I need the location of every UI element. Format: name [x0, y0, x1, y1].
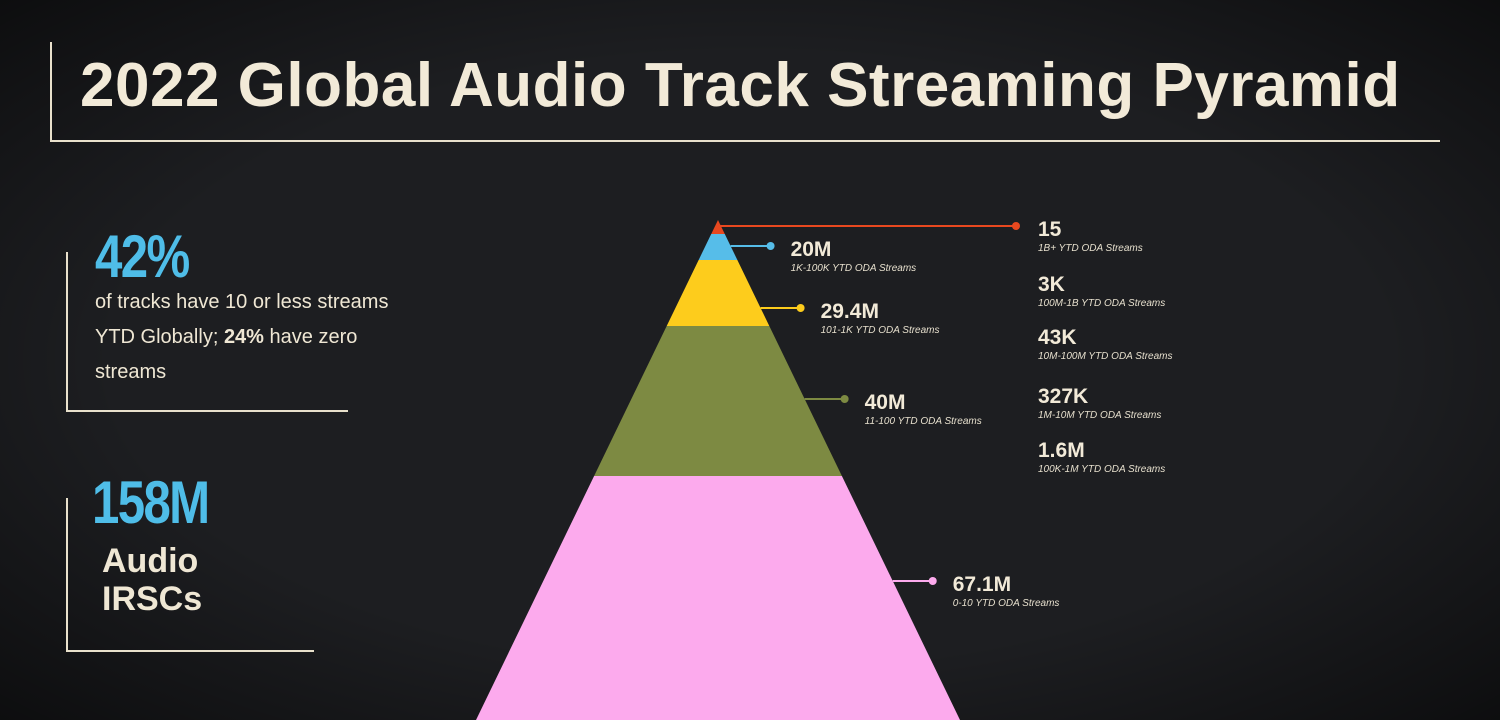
- tier-label-1: 100M-1B YTD ODA Streams: [1038, 298, 1165, 309]
- page-title: 2022 Global Audio Track Streaming Pyrami…: [80, 51, 1401, 120]
- tier-band-0-10: [476, 476, 960, 720]
- leader-dot-6: [796, 304, 805, 312]
- leader-dot-0: [1012, 222, 1020, 230]
- tier-band-101-1k: [666, 260, 770, 326]
- tier-band-11-100: [594, 326, 842, 476]
- leader-dot-8: [928, 577, 937, 585]
- tier-value-5: 20M: [791, 238, 832, 261]
- tier-label-2: 10M-100M YTD ODA Streams: [1038, 351, 1172, 362]
- stat-percent-text-bold: 24%: [223, 326, 264, 348]
- stat-frame-total: [66, 498, 314, 652]
- tier-value-8: 67.1M: [953, 573, 1011, 596]
- stat-percent-text-start: of tracks have 10 or less streams YTD Gl…: [95, 291, 389, 348]
- leader-dot-7: [840, 395, 849, 403]
- stat-percent-text-end: have zero streams: [95, 326, 358, 383]
- stat-total-label-line1: Audio: [102, 542, 199, 580]
- stat-frame-percent: [66, 252, 348, 412]
- tier-value-7: 40M: [865, 391, 906, 414]
- tier-band-1k-100k: [698, 234, 738, 260]
- tier-label-4: 100K-1M YTD ODA Streams: [1038, 464, 1165, 475]
- stat-percent-text: of tracks have 10 or less streams YTD Gl…: [95, 285, 395, 390]
- tier-label-7: 11-100 YTD ODA Streams: [865, 416, 982, 427]
- title-frame: [50, 42, 1440, 142]
- tier-value-2: 43K: [1038, 326, 1077, 349]
- leader-dot-5: [766, 242, 775, 250]
- tier-value-1: 3K: [1038, 273, 1065, 296]
- stat-total-label: Audio IRSCs: [102, 542, 202, 618]
- tier-label-0: 1B+ YTD ODA Streams: [1038, 243, 1143, 254]
- stat-total-label-line2: IRSCs: [102, 580, 203, 618]
- tier-value-4: 1.6M: [1038, 439, 1085, 462]
- tier-label-3: 1M-10M YTD ODA Streams: [1038, 410, 1161, 421]
- tier-label-6: 101-1K YTD ODA Streams: [821, 325, 940, 336]
- stat-percent-value: 42%: [95, 223, 190, 290]
- tier-value-6: 29.4M: [821, 300, 879, 323]
- tier-value-3: 327K: [1038, 385, 1088, 408]
- stat-total-value: 158M: [92, 469, 210, 536]
- tier-label-8: 0-10 YTD ODA Streams: [953, 598, 1060, 609]
- tier-label-5: 1K-100K YTD ODA Streams: [791, 263, 917, 274]
- tier-value-0: 15: [1038, 218, 1062, 241]
